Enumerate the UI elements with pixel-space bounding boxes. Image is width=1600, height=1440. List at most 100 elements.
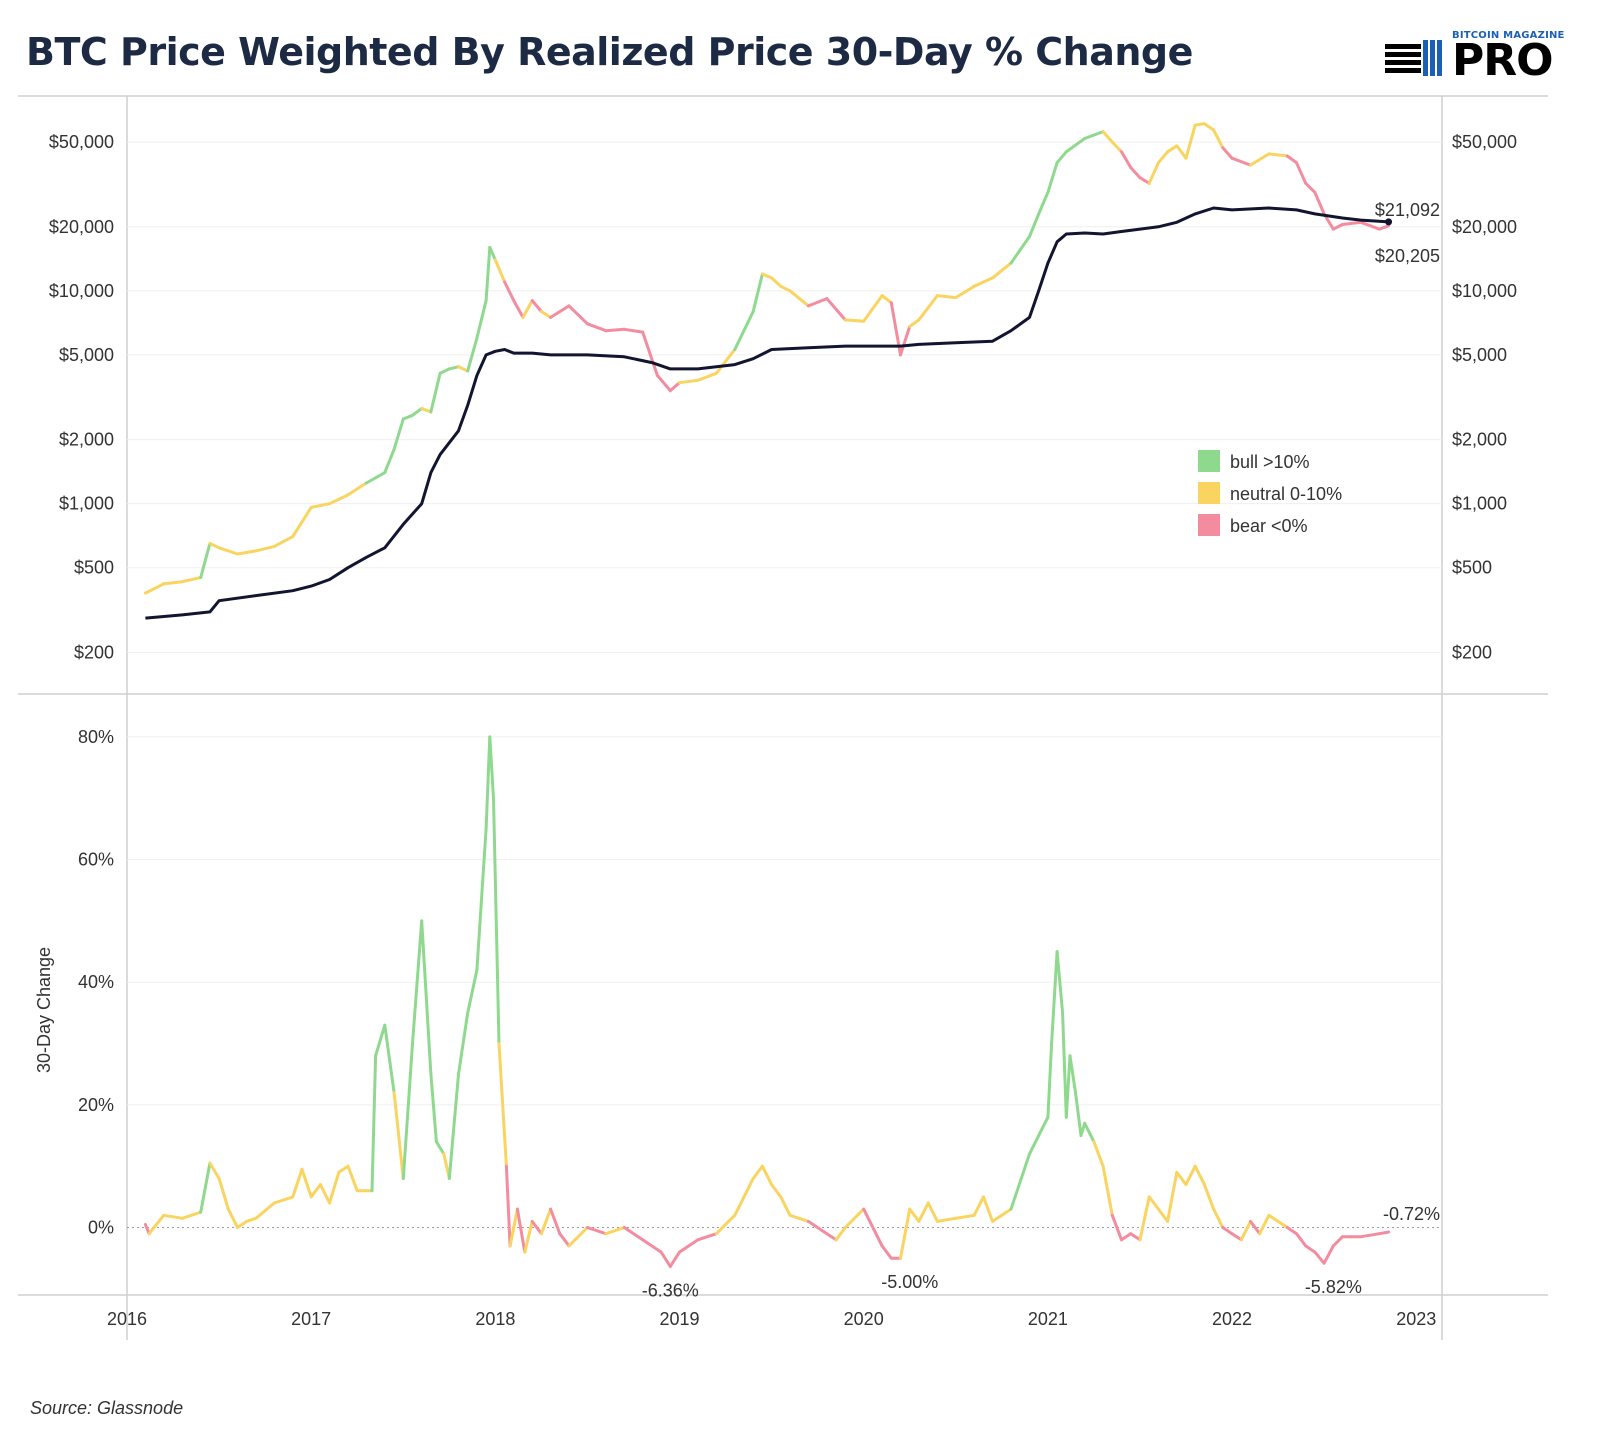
- change-segment: [1258, 1213, 1271, 1236]
- btc-price-segment: [503, 280, 516, 303]
- change-segment: [1221, 1226, 1234, 1236]
- change-segment: [659, 1250, 672, 1268]
- change-segment: [1068, 1054, 1077, 1095]
- chart-title: BTC Price Weighted By Realized Price 30-…: [26, 30, 1193, 74]
- change-segment: [991, 1207, 1013, 1223]
- btc-price-segment: [1138, 176, 1151, 185]
- bottom-gridlines: [127, 736, 1442, 1229]
- btc-price-segment: [512, 299, 525, 319]
- btc-price-segment: [1101, 130, 1114, 144]
- btc-price-segment: [411, 407, 424, 417]
- change-segment: [678, 1238, 700, 1254]
- top-y-tick-label-right: $500: [1452, 558, 1492, 578]
- btc-price-segment: [779, 284, 792, 293]
- change-segment: [180, 1210, 203, 1220]
- btc-price-segment: [328, 493, 350, 506]
- btc-price-label: $20,205: [1375, 246, 1440, 266]
- btc-price-segment: [1212, 128, 1225, 150]
- btc-price-segment: [1331, 223, 1344, 231]
- change-segment: [1175, 1170, 1188, 1187]
- btc-price-segment: [162, 580, 184, 586]
- btc-price-segment: [733, 310, 755, 351]
- change-segment: [862, 1207, 884, 1248]
- change-segment: [1120, 1232, 1133, 1242]
- btc-price-segment: [1037, 190, 1050, 216]
- change-segment: [475, 827, 488, 972]
- btc-price-segment: [1055, 150, 1068, 165]
- btc-price-segment: [309, 502, 332, 509]
- btc-price-segment: [714, 348, 737, 375]
- btc-price-segment: [488, 245, 497, 262]
- btc-price-segment: [843, 318, 866, 323]
- change-segment: [523, 1219, 534, 1254]
- change-segment: [1050, 950, 1059, 1046]
- btc-price-segment: [475, 299, 488, 340]
- change-segment: [1322, 1244, 1335, 1265]
- legend-label: bear <0%: [1230, 516, 1308, 536]
- btc-price-segment: [825, 297, 847, 322]
- change-segment: [1212, 1207, 1225, 1229]
- x-tick-label: 2017: [291, 1309, 331, 1329]
- change-segment: [926, 1201, 939, 1223]
- legend-label: bull >10%: [1230, 452, 1310, 472]
- top-y-tick-label: $20,000: [49, 217, 114, 237]
- btc-price-segment: [1377, 224, 1391, 231]
- top-y-tick-label-right: $5,000: [1452, 345, 1507, 365]
- bottom-y-axis-label: 30-Day Change: [34, 947, 54, 1073]
- legend-swatch: [1198, 450, 1220, 472]
- change-segment: [434, 1140, 446, 1156]
- top-y-tick-label-right: $10,000: [1452, 281, 1517, 301]
- x-tick-label: 2021: [1028, 1309, 1068, 1329]
- change-segment: [972, 1195, 985, 1217]
- change-segment: [374, 1023, 387, 1058]
- change-segment: [370, 1054, 378, 1193]
- top-y-tick-label: $10,000: [49, 281, 114, 301]
- change-segment: [254, 1201, 276, 1220]
- btc-price-segment: [272, 535, 295, 548]
- change-segment: [508, 1207, 519, 1248]
- change-segment: [539, 1207, 553, 1236]
- change-segment: [411, 919, 424, 1046]
- change-segment: [309, 1183, 322, 1199]
- btc-price-segment: [530, 299, 543, 313]
- btc-price-segment: [1285, 154, 1298, 165]
- bitcoin-magazine-logo: [1385, 40, 1442, 76]
- btc-price-segment: [1156, 150, 1170, 165]
- change-segment: [488, 735, 495, 800]
- bottom-y-tick-label: 80%: [78, 727, 114, 747]
- btc-price-segment: [420, 407, 433, 414]
- btc-price-segment: [678, 378, 700, 385]
- source-note: Source: Glassnode: [30, 1398, 184, 1418]
- x-axis-ticks: 2016 2017 2018 2019 2020 2021 2022 2023: [107, 1309, 1436, 1329]
- btc-price-segment: [1267, 152, 1289, 158]
- btc-price-segment: [180, 576, 203, 584]
- change-segment: [1249, 1219, 1262, 1236]
- change-segment: [1331, 1235, 1344, 1248]
- change-segment: [1028, 1134, 1041, 1156]
- change-segment: [318, 1183, 332, 1205]
- btc-price-segment: [604, 327, 626, 333]
- chart-frame: [18, 95, 1548, 1340]
- change-segment: [1147, 1195, 1160, 1211]
- btc-price-segment: [862, 294, 884, 323]
- legend-swatch: [1198, 482, 1220, 504]
- change-segment: [484, 735, 492, 831]
- change-segment: [714, 1213, 737, 1236]
- change-annotation: -6.36%: [642, 1281, 699, 1301]
- btc-price-segment: [1046, 161, 1059, 194]
- btc-price-segment: [1295, 161, 1308, 185]
- btc-price-segment: [622, 327, 645, 334]
- realized-price-line: [145, 206, 1389, 620]
- change-segment: [217, 1177, 230, 1211]
- change-segment: [208, 1161, 221, 1180]
- btc-price-segment: [1230, 156, 1252, 167]
- btc-price-segment: [1110, 140, 1123, 154]
- change-segment: [733, 1177, 755, 1217]
- btc-price-segment: [935, 294, 958, 300]
- annotations: $21,092 $20,205 -6.36% -5.00% -5.82% -0.72%: [642, 200, 1440, 1301]
- change-segment: [420, 919, 433, 1076]
- btc-price-segment: [1166, 144, 1179, 154]
- legend-swatch: [1198, 514, 1220, 536]
- change-annotation: -5.00%: [881, 1272, 938, 1292]
- change-segment: [1230, 1232, 1243, 1242]
